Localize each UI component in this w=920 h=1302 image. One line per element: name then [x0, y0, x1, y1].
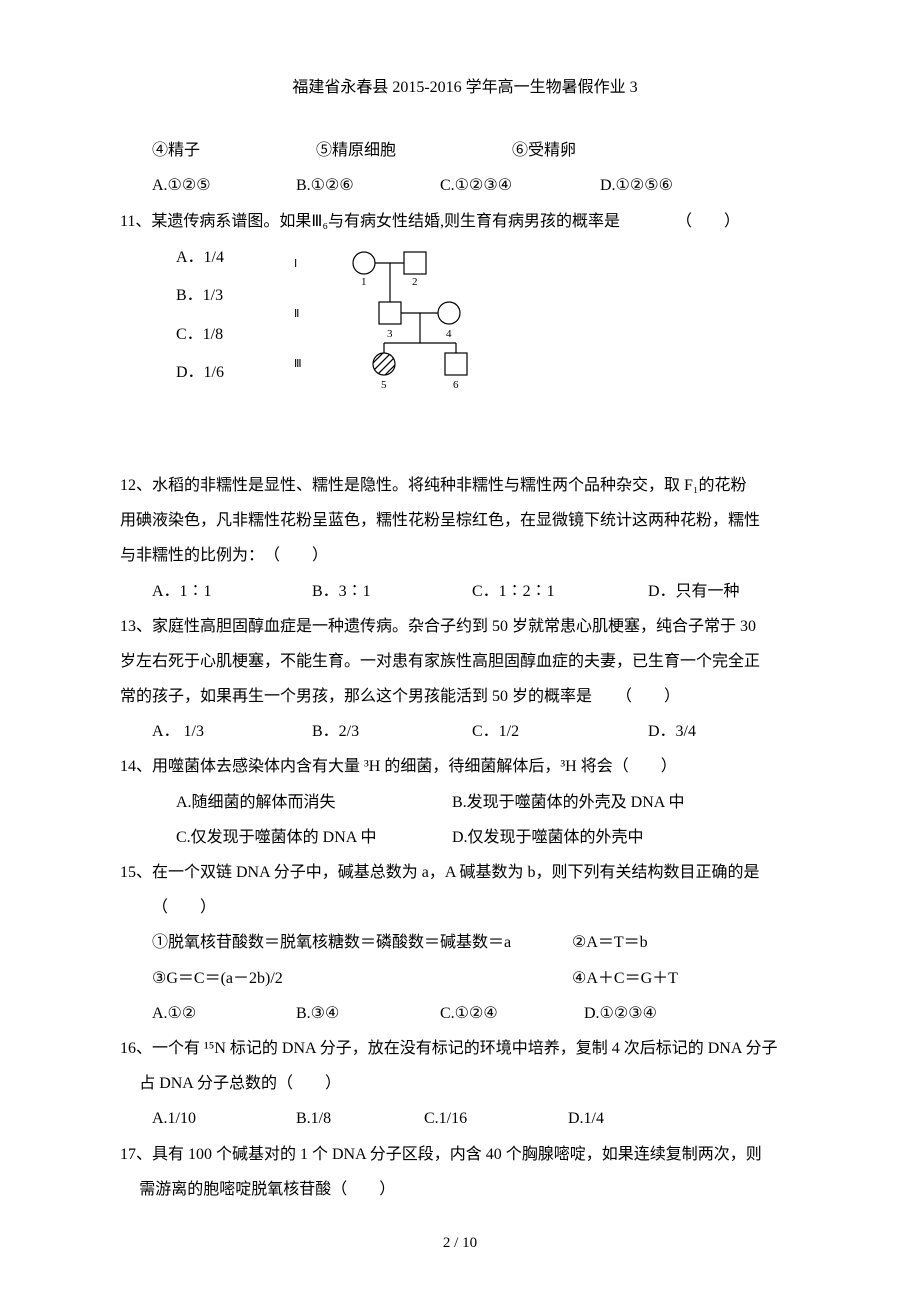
q13-opt-c: C．1/2 — [472, 714, 648, 749]
q13-l1: 13、家庭性高胆固醇血症是一种遗传病。杂合子约到 50 岁就常患心肌梗塞，纯合子… — [120, 609, 810, 644]
ped-label-1: 1 — [361, 276, 367, 288]
q11-opt-a: A．1/4 — [176, 239, 224, 277]
ped-label-6: 6 — [453, 379, 459, 391]
q12-l3: 与非糯性的比例为： （ ） — [120, 538, 810, 573]
q15-item-3: ③G＝C＝(a－2b)/2 — [152, 961, 568, 996]
roman-2: Ⅱ — [294, 308, 299, 320]
ped-label-5: 5 — [381, 379, 387, 391]
roman-1: Ⅰ — [294, 258, 297, 270]
q15-l2: （ ） — [120, 890, 810, 925]
q14-l1: 14、用噬菌体去感染体内含有大量 ³H 的细菌，待细菌解体后，³H 将会（ ） — [120, 749, 810, 784]
q11-opt-c: C．1/8 — [176, 316, 224, 354]
q10-item-5: ⑤精原细胞 — [316, 133, 508, 168]
q10-opt-d: D.①②⑤⑥ — [600, 168, 673, 203]
q14-opt-b: B.发现于噬菌体的外壳及 DNA 中 — [452, 794, 684, 811]
q12-l2: 用碘液染色，凡非糯性花粉呈蓝色，糯性花粉呈棕红色，在显微镜下统计这两种花粉，糯性 — [120, 503, 810, 538]
q13-l3: 常的孩子，如果再生一个男孩，那么这个男孩能活到 50 岁的概率是 （ ） — [120, 679, 810, 714]
q12-l1: 12、水稻的非糯性是显性、糯性是隐性。将纯种非糯性与糯性两个品种杂交，取 F₁的… — [120, 468, 810, 503]
q12-opt-d: D．只有一种 — [648, 574, 740, 609]
q10-opt-b: B.①②⑥ — [296, 168, 440, 203]
q11-opt-b: B．1/3 — [176, 277, 224, 315]
q16-opt-c: C.1/16 — [424, 1101, 568, 1136]
q16-opt-b: B.1/8 — [296, 1101, 424, 1136]
q14-opt-c: C.仅发现于噬菌体的 DNA 中 — [176, 820, 448, 855]
q10-options: A.①②⑤ B.①②⑥ C.①②③④ D.①②⑤⑥ — [120, 168, 810, 203]
pedigree-diagram: Ⅰ 1 2 Ⅱ 3 4 Ⅲ — [284, 245, 514, 418]
q10-item-4: ④精子 — [120, 133, 312, 168]
q15-item-4: ④A＋C＝G＋T — [572, 970, 678, 987]
q14-opt-a: A.随细菌的解体而消失 — [176, 785, 448, 820]
q10-item-6: ⑥受精卵 — [512, 142, 576, 159]
page-header: 福建省永春县 2015-2016 学年高一生物暑假作业 3 — [120, 70, 810, 105]
q10-opt-a: A.①②⑤ — [152, 168, 296, 203]
q17-l2: 需游离的胞嘧啶脱氧核苷酸（ ） — [120, 1172, 810, 1207]
q11-stem: 11、某遗传病系谱图。如果Ⅲ₆与有病女性结婚,则生育有病男孩的概率是 （ ） — [120, 204, 810, 239]
q16-opt-a: A.1/10 — [152, 1101, 296, 1136]
q16-opt-d: D.1/4 — [568, 1101, 604, 1136]
ped-label-2: 2 — [412, 276, 418, 288]
q15-item-1: ①脱氧核苷酸数＝脱氧核糖数＝磷酸数＝碱基数＝a — [152, 925, 568, 960]
q13-opt-a: A． 1/3 — [152, 714, 312, 749]
page: 福建省永春县 2015-2016 学年高一生物暑假作业 3 ④精子 ⑤精原细胞 … — [0, 0, 920, 1302]
ped-label-3: 3 — [387, 328, 393, 340]
q15-item-2: ②A＝T＝b — [572, 934, 648, 951]
q13-l2: 岁左右死于心肌梗塞，不能生育。一对患有家族性高胆固醇血症的夫妻，已生育一个完全正 — [120, 644, 810, 679]
q15-row2: ③G＝C＝(a－2b)/2 ④A＋C＝G＋T — [120, 961, 810, 996]
ped-label-4: 4 — [446, 328, 452, 340]
page-footer: 2 / 10 — [0, 1227, 920, 1260]
q12-options: A．1∶1 B．3∶1 C．1∶2∶1 D．只有一种 — [120, 574, 810, 609]
q11-options: A．1/4 B．1/3 C．1/8 D．1/6 — [120, 239, 224, 393]
q15-opt-d: D.①②③④ — [584, 996, 657, 1031]
q15-options: A.①② B.③④ C.①②④ D.①②③④ — [120, 996, 810, 1031]
q11-block: A．1/4 B．1/3 C．1/8 D．1/6 Ⅰ 1 2 Ⅱ — [120, 239, 810, 418]
q14-opt-d: D.仅发现于噬菌体的外壳中 — [452, 829, 644, 846]
q13-options: A． 1/3 B．2/3 C．1/2 D．3/4 — [120, 714, 810, 749]
q15-row1: ①脱氧核苷酸数＝脱氧核糖数＝磷酸数＝碱基数＝a ②A＝T＝b — [120, 925, 810, 960]
q12-opt-c: C．1∶2∶1 — [472, 574, 648, 609]
roman-3: Ⅲ — [294, 358, 302, 370]
q10-items: ④精子 ⑤精原细胞 ⑥受精卵 — [120, 133, 810, 168]
q13-opt-b: B．2/3 — [312, 714, 472, 749]
q15-l1: 15、在一个双链 DNA 分子中，碱基总数为 a，A 碱基数为 b，则下列有关结… — [120, 855, 810, 890]
q12-opt-a: A．1∶1 — [152, 574, 312, 609]
q11-opt-d: D．1/6 — [176, 354, 224, 392]
q16-l1: 16、一个有 ¹⁵N 标记的 DNA 分子，放在没有标记的环境中培养，复制 4 … — [120, 1031, 810, 1066]
q16-l2: 占 DNA 分子总数的（ ） — [120, 1066, 810, 1101]
q13-opt-d: D．3/4 — [648, 714, 696, 749]
spacer — [120, 418, 810, 468]
q14-row1: A.随细菌的解体而消失 B.发现于噬菌体的外壳及 DNA 中 — [120, 785, 810, 820]
q16-options: A.1/10 B.1/8 C.1/16 D.1/4 — [120, 1101, 810, 1136]
q15-opt-c: C.①②④ — [440, 996, 584, 1031]
q10-opt-c: C.①②③④ — [440, 168, 600, 203]
q12-opt-b: B．3∶1 — [312, 574, 472, 609]
q14-row2: C.仅发现于噬菌体的 DNA 中 D.仅发现于噬菌体的外壳中 — [120, 820, 810, 855]
q17-l1: 17、具有 100 个碱基对的 1 个 DNA 分子区段，内含 40 个胸腺嘧啶… — [120, 1137, 810, 1172]
q15-opt-b: B.③④ — [296, 996, 440, 1031]
q15-opt-a: A.①② — [152, 996, 296, 1031]
